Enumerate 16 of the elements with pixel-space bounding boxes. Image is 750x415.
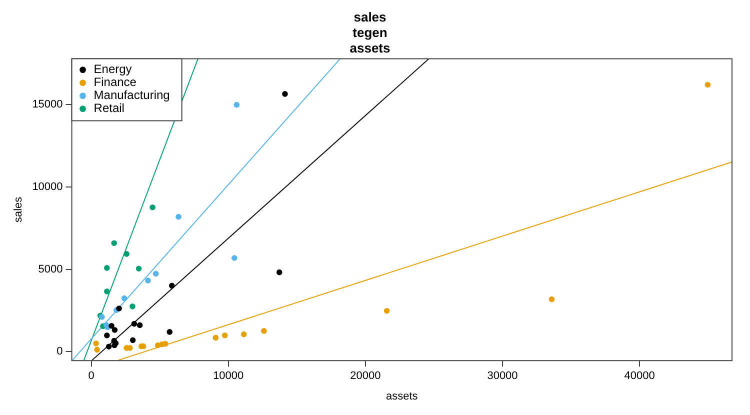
y-tick-label: 5000: [38, 263, 63, 276]
x-tick-label: 10000: [213, 370, 244, 382]
legend-label: Energy: [94, 62, 132, 76]
chart-title: sales tegen assets: [350, 9, 390, 56]
legend-label: Retail: [94, 101, 124, 116]
y-tick-label: 15000: [32, 98, 63, 111]
x-tick-label: 40000: [624, 370, 655, 382]
y-axis-title: sales: [12, 196, 25, 223]
y-tick-label: 10000: [32, 181, 63, 194]
x-tick-label: 30000: [487, 370, 518, 382]
y-tick-label: 0: [56, 346, 63, 358]
x-tick-label: 20000: [350, 370, 381, 382]
x-axis-title: assets: [386, 390, 418, 402]
x-tick-label: 0: [88, 370, 94, 382]
legend-label: Finance: [94, 75, 137, 90]
legend-label: Manufacturing: [94, 88, 170, 102]
